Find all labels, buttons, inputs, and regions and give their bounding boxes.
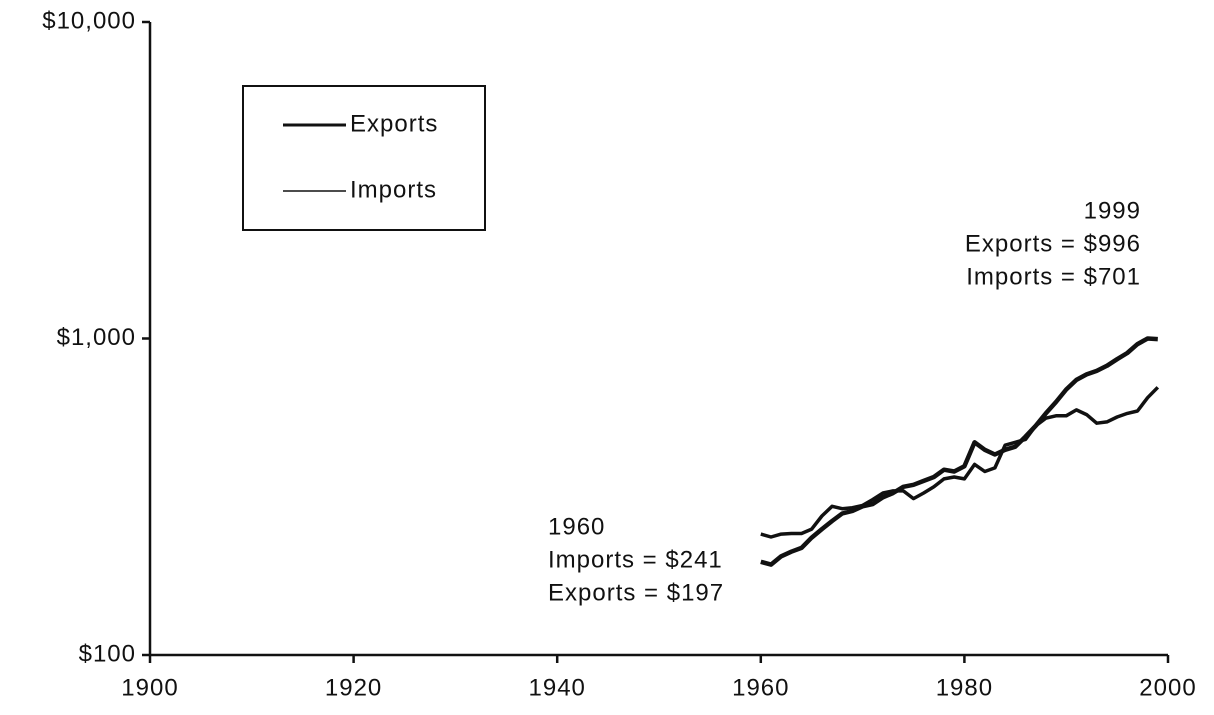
annotation: Imports = $701 bbox=[966, 263, 1141, 290]
x-tick-label: 1980 bbox=[936, 674, 993, 701]
annotation: 1960 bbox=[548, 513, 605, 540]
annotation: Imports = $241 bbox=[548, 546, 723, 573]
x-tick-label: 1960 bbox=[732, 674, 789, 701]
y-tick-label: $1,000 bbox=[57, 324, 136, 351]
legend-box bbox=[242, 85, 486, 231]
annotation: Exports = $996 bbox=[965, 230, 1141, 257]
legend-label: Exports bbox=[350, 110, 438, 137]
x-tick-label: 1940 bbox=[529, 674, 586, 701]
annotation: Exports = $197 bbox=[548, 579, 724, 606]
y-tick-label: $100 bbox=[79, 640, 136, 667]
y-tick-label: $10,000 bbox=[42, 7, 136, 34]
legend-label: Imports bbox=[350, 176, 437, 203]
x-tick-label: 1900 bbox=[121, 674, 178, 701]
x-tick-label: 1920 bbox=[325, 674, 382, 701]
x-tick-label: 2000 bbox=[1139, 674, 1196, 701]
annotation: 1999 bbox=[1084, 197, 1141, 224]
series-line bbox=[760, 386, 1160, 539]
series-line bbox=[760, 336, 1158, 567]
